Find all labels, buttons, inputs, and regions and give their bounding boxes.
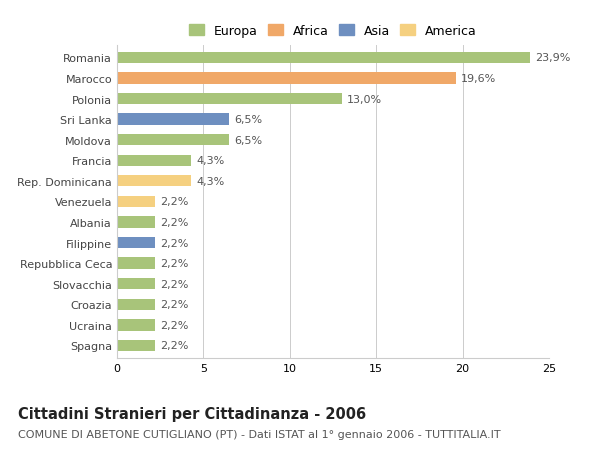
Text: 2,2%: 2,2% [160,300,188,310]
Bar [117,340,155,351]
Text: 2,2%: 2,2% [160,279,188,289]
Bar [117,94,341,105]
Bar [117,258,155,269]
Bar [117,196,155,207]
Bar [117,176,191,187]
Bar [117,299,155,310]
Text: 2,2%: 2,2% [160,341,188,351]
Text: 6,5%: 6,5% [235,135,263,146]
Text: COMUNE DI ABETONE CUTIGLIANO (PT) - Dati ISTAT al 1° gennaio 2006 - TUTTITALIA.I: COMUNE DI ABETONE CUTIGLIANO (PT) - Dati… [18,429,500,439]
Text: 2,2%: 2,2% [160,218,188,228]
Bar [117,155,191,167]
Bar [117,53,530,64]
Text: 2,2%: 2,2% [160,197,188,207]
Bar [117,237,155,249]
Bar [117,114,229,125]
Text: 2,2%: 2,2% [160,258,188,269]
Text: 23,9%: 23,9% [535,53,571,63]
Text: 4,3%: 4,3% [196,176,225,186]
Bar [117,217,155,228]
Text: Cittadini Stranieri per Cittadinanza - 2006: Cittadini Stranieri per Cittadinanza - 2… [18,406,366,421]
Text: 2,2%: 2,2% [160,238,188,248]
Bar [117,279,155,290]
Bar [117,319,155,331]
Bar [117,73,455,84]
Text: 4,3%: 4,3% [196,156,225,166]
Text: 19,6%: 19,6% [461,74,496,84]
Text: 2,2%: 2,2% [160,320,188,330]
Legend: Europa, Africa, Asia, America: Europa, Africa, Asia, America [185,21,481,41]
Text: 13,0%: 13,0% [347,94,382,104]
Bar [117,134,229,146]
Text: 6,5%: 6,5% [235,115,263,125]
